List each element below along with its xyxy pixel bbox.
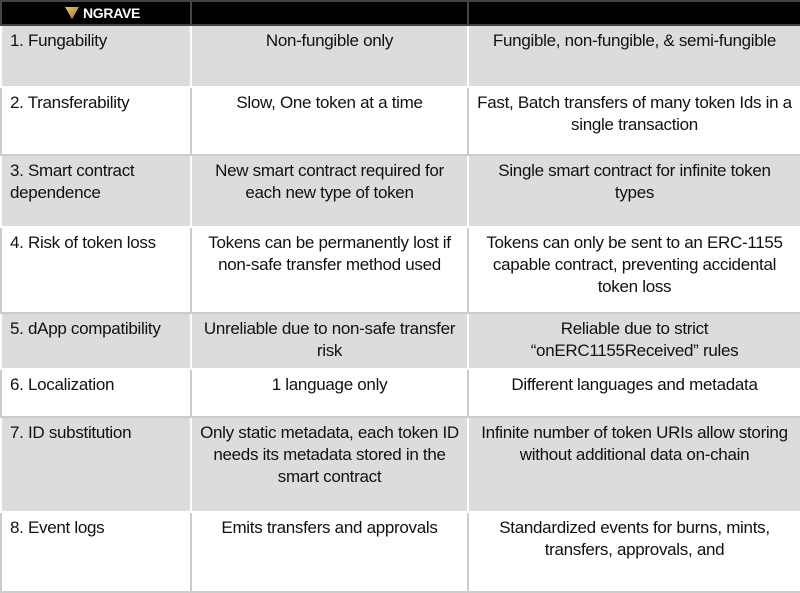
erc1155-cell: Reliable due to strict “onERC1155Receive… — [467, 312, 800, 370]
erc721-cell: Slow, One token at a time — [190, 86, 469, 156]
erc1155-cell: Fungible, non-fungible, & semi-fungible — [467, 24, 800, 88]
table-row: 2. Transferability Slow, One token at a t… — [0, 86, 800, 156]
erc721-cell: New smart contract required for each new… — [190, 154, 469, 228]
feature-cell: 5. dApp compatibility — [0, 312, 192, 370]
erc721-cell: Non-fungible only — [190, 24, 469, 88]
erc721-cell: Unreliable due to non-safe transfer risk — [190, 312, 469, 370]
header-logo-cell: NGRAVE — [0, 0, 192, 26]
table-row: 4. Risk of token loss Tokens can be perma… — [0, 226, 800, 314]
ngrave-logo: NGRAVE — [65, 2, 182, 24]
feature-cell: 3. Smart contract dependence — [0, 154, 192, 228]
erc1155-cell: Single smart contract for infinite token… — [467, 154, 800, 228]
table-row: 8. Event logs Emits transfers and approva… — [0, 511, 800, 593]
erc721-cell: Only static metadata, each token ID need… — [190, 416, 469, 513]
table-row: 1. Fungability Non-fungible only Fungible,… — [0, 24, 800, 88]
erc1155-cell: Standardized events for burns, mints, tr… — [467, 511, 800, 593]
erc1155-cell: Different languages and metadata — [467, 368, 800, 418]
feature-cell: 8. Event logs — [0, 511, 192, 593]
table-row: 6. Localization 1 language only Different … — [0, 368, 800, 418]
erc1155-cell: Infinite number of token URIs allow stor… — [467, 416, 800, 513]
feature-cell: 2. Transferability — [0, 86, 192, 156]
logo-text: NGRAVE — [83, 5, 141, 21]
gem-icon — [65, 7, 79, 19]
header-row: NGRAVE — [0, 0, 800, 26]
erc721-cell: Emits transfers and approvals — [190, 511, 469, 593]
header-cell — [190, 0, 469, 26]
feature-cell: 6. Localization — [0, 368, 192, 418]
erc1155-cell: Tokens can only be sent to an ERC-1155 c… — [467, 226, 800, 314]
feature-cell: 4. Risk of token loss — [0, 226, 192, 314]
feature-cell: 1. Fungability — [0, 24, 192, 88]
erc721-cell: 1 language only — [190, 368, 469, 418]
table-row: 5. dApp compatibility Unreliable due to n… — [0, 312, 800, 370]
feature-cell: 7. ID substitution — [0, 416, 192, 513]
header-cell — [467, 0, 800, 26]
erc1155-cell: Fast, Batch transfers of many token Ids … — [467, 86, 800, 156]
table-row: 3. Smart contract dependence New smart co… — [0, 154, 800, 228]
erc721-cell: Tokens can be permanently lost if non-sa… — [190, 226, 469, 314]
table-row: 7. ID substitution Only static metadata, … — [0, 416, 800, 513]
